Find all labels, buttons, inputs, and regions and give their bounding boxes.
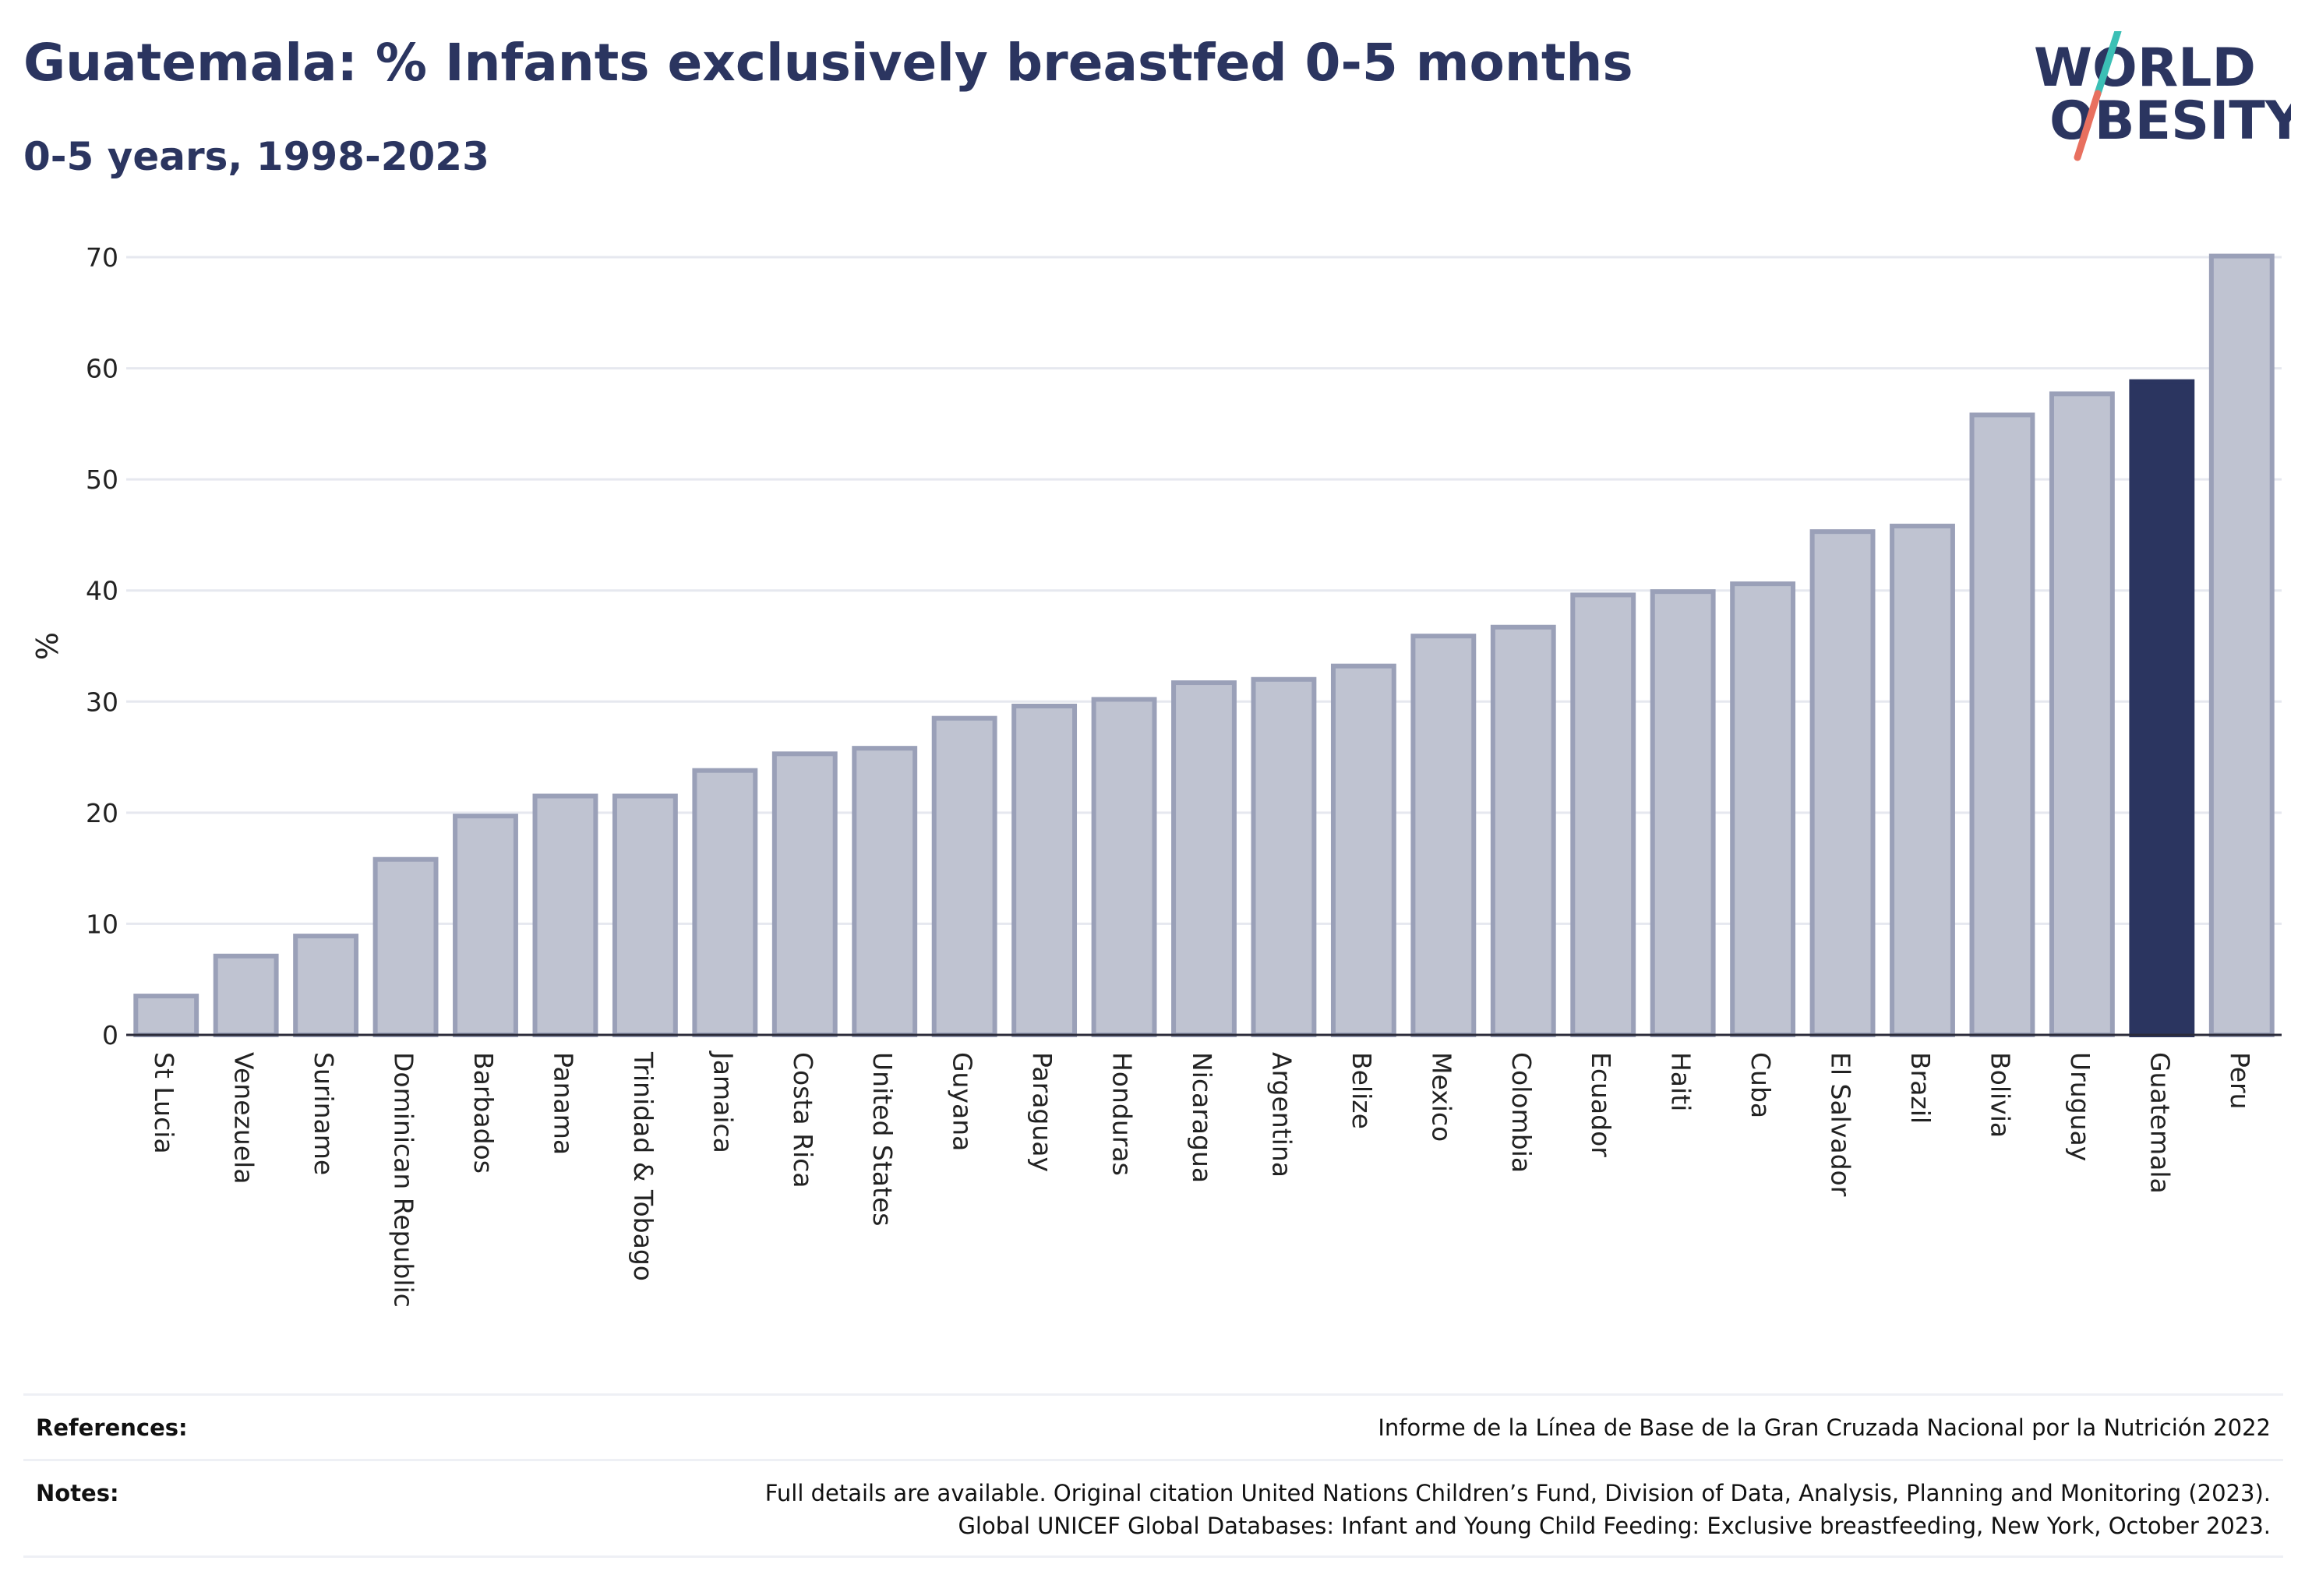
x-tick-label: Ecuador <box>1586 1052 1616 1157</box>
x-tick-label: St Lucia <box>149 1052 179 1154</box>
bar-united-states <box>854 748 915 1035</box>
bar-belize <box>1333 666 1394 1035</box>
x-tick-label: Belize <box>1347 1052 1377 1129</box>
bar-argentina <box>1254 680 1315 1035</box>
bar-haiti <box>1653 591 1714 1035</box>
bar-trinidad-tobago <box>615 796 676 1035</box>
bar-costa-rica <box>775 754 835 1035</box>
references-label: References: <box>36 1414 188 1441</box>
bar-venezuela <box>216 956 277 1035</box>
bar-chart: 0 10 20 30 40 50 60 70% St Lucia Venezuela Surinam… <box>0 0 2305 1387</box>
x-tick-label: Dominican Republic <box>389 1052 419 1308</box>
x-tick-label: Honduras <box>1107 1052 1138 1176</box>
notes-text-line1: Full details are available. Original cit… <box>765 1480 2271 1506</box>
x-tick-label: Panama <box>548 1052 578 1155</box>
notes-text-line2: Global UNICEF Global Databases: Infant a… <box>958 1513 2271 1539</box>
x-tick-label: Cuba <box>1746 1052 1776 1118</box>
bar-mexico <box>1413 636 1474 1035</box>
bar-ecuador <box>1573 595 1633 1035</box>
y-axis-label: % <box>30 632 65 660</box>
x-tick-label: Trinidad & Tobago <box>628 1051 658 1281</box>
x-tick-label: Nicaragua <box>1187 1052 1217 1183</box>
x-tick-label: El Salvador <box>1826 1052 1856 1197</box>
bar-nicaragua <box>1174 683 1234 1035</box>
x-tick-label: Brazil <box>1905 1052 1936 1124</box>
bar-peru <box>2211 256 2272 1035</box>
x-tick-label: Costa Rica <box>788 1052 818 1188</box>
x-tick-label: Argentina <box>1266 1052 1297 1178</box>
y-tick-label: 60 <box>86 354 118 384</box>
bar-dominican-republic <box>376 860 436 1035</box>
bar-el-salvador <box>1813 531 1873 1035</box>
x-tick-label: Venezuela <box>229 1052 259 1184</box>
y-tick-label: 70 <box>86 242 118 273</box>
bar-brazil <box>1892 526 1953 1035</box>
bar-guyana <box>934 719 995 1035</box>
bar-guatemala <box>2131 382 2192 1035</box>
references-text: Informe de la Línea de Base de la Gran C… <box>1378 1414 2271 1441</box>
notes-row: Notes: Full details are available. Origi… <box>23 1459 2283 1558</box>
x-tick-label: Bolivia <box>1985 1052 2015 1138</box>
bar-st-lucia <box>136 996 196 1035</box>
x-tick-label: Guyana <box>948 1052 978 1151</box>
x-tick-label: Suriname <box>309 1052 339 1175</box>
bar-cuba <box>1732 584 1793 1035</box>
y-tick-label: 20 <box>86 798 118 828</box>
x-tick-label: Paraguay <box>1027 1052 1057 1172</box>
bar-jamaica <box>694 771 755 1035</box>
bar-bolivia <box>1972 415 2033 1035</box>
y-tick-label: 0 <box>102 1020 118 1050</box>
x-tick-label: United States <box>867 1052 898 1226</box>
x-tick-label: Guatemala <box>2144 1052 2175 1194</box>
y-tick-label: 40 <box>86 576 118 606</box>
bar-suriname <box>295 936 356 1035</box>
bar-paraguay <box>1014 706 1075 1035</box>
footer-bottom-rule <box>23 1555 2283 1558</box>
x-tick-label: Peru <box>2225 1052 2255 1110</box>
y-tick-label: 10 <box>86 909 118 939</box>
x-tick-label: Jamaica <box>708 1050 738 1153</box>
bar-colombia <box>1493 627 1554 1035</box>
notes-label: Notes: <box>36 1480 119 1506</box>
bar-honduras <box>1094 699 1155 1035</box>
bar-uruguay <box>2052 394 2113 1035</box>
bar-barbados <box>455 816 516 1035</box>
x-tick-label: Barbados <box>468 1052 499 1174</box>
bar-panama <box>535 796 596 1035</box>
references-row: References: Informe de la Línea de Base … <box>23 1393 2283 1461</box>
y-tick-label: 30 <box>86 687 118 717</box>
x-tick-label: Uruguay <box>2065 1052 2095 1161</box>
y-tick-label: 50 <box>86 464 118 495</box>
x-tick-label: Colombia <box>1506 1052 1537 1173</box>
x-tick-label: Haiti <box>1666 1052 1696 1111</box>
x-tick-label: Mexico <box>1426 1052 1456 1142</box>
